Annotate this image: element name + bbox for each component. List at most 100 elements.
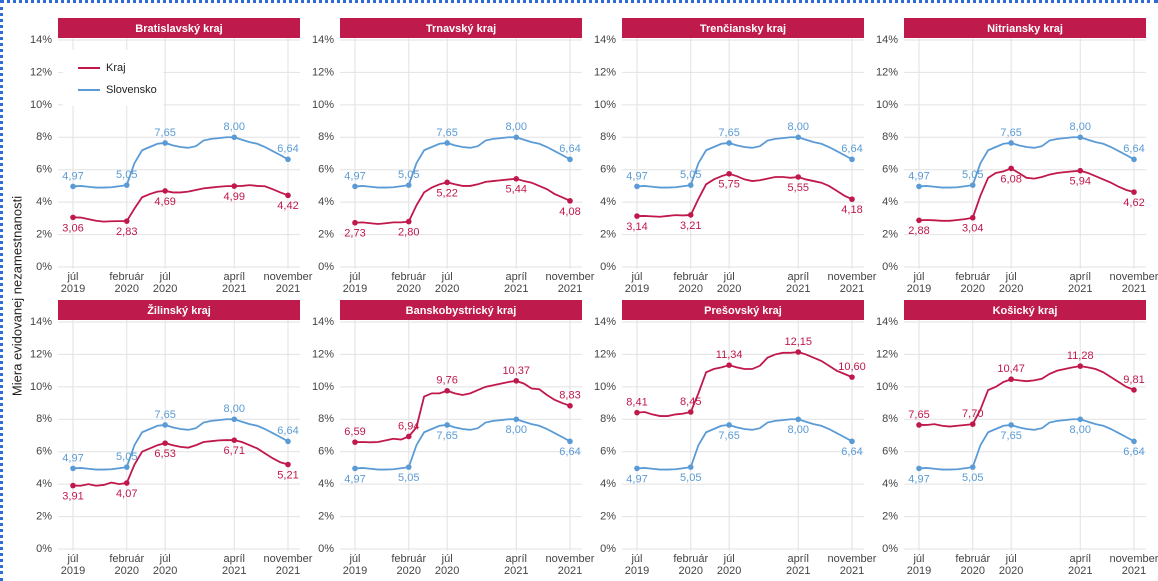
data-label: 4,18 xyxy=(841,204,862,216)
data-point xyxy=(969,182,976,188)
data-label: 5,94 xyxy=(1070,176,1091,188)
data-label: 6,64 xyxy=(841,446,862,458)
y-tick-label: 12% xyxy=(594,66,616,78)
data-label: 8,00 xyxy=(1070,424,1091,436)
data-point xyxy=(726,140,732,146)
data-point xyxy=(567,198,573,204)
x-tick-label: júl 2019 xyxy=(60,271,86,295)
y-tick-label: 10% xyxy=(876,381,898,393)
x-tick-label: júl 2019 xyxy=(624,553,650,577)
x-tick-label: júl 2020 xyxy=(716,553,742,577)
data-label: 11,34 xyxy=(716,349,743,361)
data-point xyxy=(916,217,922,224)
x-tick-label: február 2020 xyxy=(955,553,991,577)
y-tick-label: 2% xyxy=(318,510,334,522)
y-tick-label: 2% xyxy=(36,510,52,522)
data-label: 4,62 xyxy=(1123,197,1144,209)
x-tick-label: november 2021 xyxy=(827,271,877,295)
data-label: 5,05 xyxy=(680,169,701,181)
data-label: 4,97 xyxy=(62,170,83,182)
legend-box xyxy=(63,50,163,106)
data-label: 6,64 xyxy=(559,143,580,155)
data-label: 4,97 xyxy=(626,170,647,182)
data-point xyxy=(231,416,238,423)
panel-title: Trenčiansky kraj xyxy=(700,23,786,35)
series-line xyxy=(354,418,571,471)
y-tick-label: 4% xyxy=(318,196,334,208)
data-label: 7,65 xyxy=(718,127,739,139)
x-tick-label: november 2021 xyxy=(263,271,313,295)
data-point xyxy=(687,464,694,470)
y-tick-label: 10% xyxy=(594,99,616,111)
legend-label: Kraj xyxy=(106,62,126,74)
data-label: 6,94 xyxy=(398,420,419,432)
data-label: 4,99 xyxy=(224,191,245,203)
x-tick-label: február 2020 xyxy=(391,271,427,295)
data-point xyxy=(513,175,520,182)
series-line xyxy=(354,177,571,225)
data-point xyxy=(849,196,855,203)
data-label: 8,00 xyxy=(224,403,245,415)
x-tick-label: júl 2020 xyxy=(152,271,178,295)
data-label: 6,59 xyxy=(344,426,365,438)
data-label: 6,64 xyxy=(277,425,298,437)
series-line xyxy=(636,136,853,189)
y-tick-label: 4% xyxy=(318,478,334,490)
y-tick-label: 0% xyxy=(318,261,334,273)
data-point xyxy=(123,464,130,470)
data-label: 8,00 xyxy=(506,121,527,133)
plot-area xyxy=(340,38,582,269)
data-point xyxy=(726,362,732,368)
data-label: 6,71 xyxy=(224,445,245,457)
data-label: 2,80 xyxy=(398,227,419,239)
data-point xyxy=(916,422,922,428)
panel-title: Banskobystrický kraj xyxy=(406,305,517,317)
data-label: 9,76 xyxy=(436,375,457,387)
data-label: 5,05 xyxy=(962,169,983,181)
data-point xyxy=(634,465,640,472)
y-tick-label: 2% xyxy=(600,510,616,522)
data-point xyxy=(444,422,450,428)
data-label: 8,00 xyxy=(788,121,809,133)
data-label: 10,47 xyxy=(997,363,1025,375)
data-point xyxy=(162,140,168,146)
data-label: 5,22 xyxy=(436,187,457,199)
data-label: 4,08 xyxy=(559,206,580,218)
data-label: 6,64 xyxy=(841,143,862,155)
y-tick-label: 8% xyxy=(36,131,52,143)
y-tick-label: 8% xyxy=(318,413,334,425)
data-label: 4,42 xyxy=(277,200,298,212)
x-tick-label: júl 2020 xyxy=(998,553,1024,577)
data-point xyxy=(687,409,694,415)
y-tick-label: 6% xyxy=(600,164,616,176)
plot-area xyxy=(622,38,864,269)
plot-area xyxy=(904,320,1146,551)
data-point xyxy=(1077,363,1084,369)
y-tick-label: 4% xyxy=(36,478,52,490)
data-point xyxy=(969,214,976,221)
x-tick-label: júl 2020 xyxy=(152,553,178,577)
data-point xyxy=(285,461,291,468)
data-point xyxy=(405,182,412,188)
data-label: 8,83 xyxy=(559,390,580,402)
panel-title: Žilinský kraj xyxy=(147,304,211,317)
plot-area xyxy=(904,38,1146,269)
data-point xyxy=(70,465,76,472)
data-point xyxy=(444,387,450,394)
data-label: 10,37 xyxy=(502,365,530,377)
plot-area xyxy=(58,320,300,551)
data-point xyxy=(513,378,520,384)
y-tick-label: 14% xyxy=(312,34,334,46)
data-label: 6,64 xyxy=(277,143,298,155)
data-label: 5,55 xyxy=(788,182,809,194)
series-line xyxy=(354,379,571,444)
data-label: 8,45 xyxy=(680,396,701,408)
data-point xyxy=(1008,376,1014,383)
data-label: 2,88 xyxy=(908,225,929,237)
x-tick-label: november 2021 xyxy=(1109,553,1158,577)
data-point xyxy=(444,179,450,186)
y-tick-label: 10% xyxy=(30,381,52,393)
y-tick-label: 8% xyxy=(882,131,898,143)
data-point xyxy=(352,183,358,190)
y-tick-label: 8% xyxy=(600,131,616,143)
